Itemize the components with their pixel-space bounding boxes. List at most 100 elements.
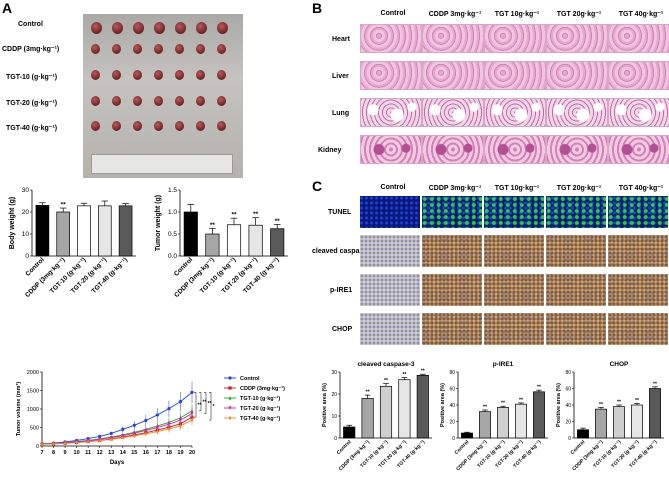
ihc-column-label: CDDP 3mg·kg⁻¹ bbox=[428, 185, 482, 192]
he-column-label: TGT 10g·kg⁻¹ bbox=[494, 11, 540, 18]
tumor-specimen bbox=[154, 121, 163, 131]
significance-label: ** bbox=[635, 398, 639, 404]
data-point bbox=[190, 390, 194, 394]
series-line bbox=[41, 419, 193, 445]
tumor-specimen bbox=[91, 96, 100, 106]
he-row-label: Liver bbox=[332, 73, 349, 80]
tumor-photograph bbox=[83, 14, 243, 178]
data-point bbox=[167, 426, 171, 431]
data-point bbox=[228, 376, 232, 380]
data-point bbox=[167, 407, 171, 411]
series-line bbox=[41, 391, 193, 445]
he-image-tile bbox=[546, 135, 608, 164]
ihc-image-tile bbox=[422, 196, 482, 228]
tumor-specimen bbox=[133, 44, 142, 54]
tumor-specimen bbox=[112, 22, 123, 34]
tumor-specimen bbox=[196, 96, 205, 106]
tumor-specimen bbox=[154, 44, 163, 54]
data-point bbox=[75, 440, 79, 445]
significance-label: ** bbox=[253, 211, 259, 218]
significance-label: ** bbox=[653, 381, 657, 387]
tumor-specimen bbox=[133, 22, 144, 34]
y-tick-label: 10 bbox=[22, 231, 30, 238]
bar bbox=[379, 385, 393, 439]
he-image-tile bbox=[608, 98, 669, 127]
significance-label: * bbox=[213, 404, 215, 410]
bar bbox=[118, 205, 133, 257]
ihc-row-label: p-IRE1 bbox=[330, 287, 353, 294]
ihc-image-tile bbox=[608, 235, 668, 267]
tumor-specimen bbox=[175, 44, 184, 54]
x-tick-label: 15 bbox=[131, 450, 137, 456]
he-image-tile bbox=[360, 135, 422, 164]
ihc-image-tile bbox=[360, 313, 420, 345]
bar bbox=[398, 379, 411, 439]
significance-label: ** bbox=[231, 212, 237, 219]
y-tick-label: 60 bbox=[565, 387, 571, 393]
x-tick-label: 18 bbox=[166, 450, 172, 456]
bar bbox=[343, 426, 356, 439]
ihc-image-tile bbox=[360, 235, 420, 267]
x-tick-label: 17 bbox=[154, 450, 160, 456]
significance-bracket bbox=[204, 392, 207, 414]
tumor-row-label: TGT-10 (g·kg⁻¹) bbox=[6, 74, 58, 81]
bar bbox=[226, 224, 242, 257]
x-tick-label: Control bbox=[336, 439, 353, 456]
data-point bbox=[178, 418, 183, 423]
significance-bracket bbox=[209, 392, 212, 421]
bar bbox=[270, 228, 285, 257]
data-point bbox=[121, 427, 125, 431]
ihc-stain-grid: Control CDDP 3mg·kg⁻¹ TGT 10g·kg⁻¹ TGT 20g·… bbox=[312, 182, 669, 345]
panel-label-c: C bbox=[312, 178, 323, 194]
x-tick-label: 9 bbox=[64, 450, 67, 456]
data-point bbox=[178, 400, 183, 404]
x-tick-label: 20 bbox=[189, 450, 195, 456]
bar bbox=[205, 233, 220, 257]
bar bbox=[35, 205, 50, 257]
legend-label: TGT-40 (g·kg⁻¹) bbox=[240, 415, 280, 422]
pire1-chart: p-IRE1 0 20 40 60 80 Positive area (%) Control *… bbox=[440, 361, 548, 472]
y-tick-label: 0 bbox=[36, 444, 39, 450]
ihc-image-tile bbox=[546, 196, 606, 228]
panel-label-a: A bbox=[2, 0, 13, 16]
bar bbox=[577, 429, 589, 439]
significance-label: ** bbox=[501, 401, 505, 407]
tumor-row-label: TGT-20 (g·kg⁻¹) bbox=[6, 100, 58, 107]
he-image-tile bbox=[484, 98, 546, 127]
y-tick-label: 1500 bbox=[27, 389, 39, 395]
tumor-specimen bbox=[154, 22, 165, 34]
x-tick-label: CDDP (3mg·kg⁻¹) bbox=[173, 256, 216, 299]
x-tick-label: 16 bbox=[143, 450, 149, 456]
y-tick-label: 0 bbox=[334, 436, 337, 442]
chart-title: CHOP bbox=[610, 361, 629, 368]
tumor-row-labels: Control CDDP (3mg·kg⁻¹) TGT-10 (g·kg⁻¹) … bbox=[0, 18, 82, 138]
y-tick-label: 0.0 bbox=[168, 253, 177, 260]
tumor-row-label: CDDP (3mg·kg⁻¹) bbox=[2, 46, 60, 53]
tumor-specimen bbox=[91, 44, 100, 54]
bar bbox=[595, 408, 607, 439]
significance-label: ** bbox=[402, 372, 406, 378]
x-tick-label: Control bbox=[570, 439, 587, 456]
ihc-image-tile bbox=[422, 235, 482, 267]
tumor-specimen bbox=[112, 96, 121, 106]
series-line bbox=[41, 413, 193, 445]
tumor-specimen bbox=[175, 121, 184, 131]
bar bbox=[461, 432, 473, 439]
bar bbox=[183, 211, 198, 257]
ihc-image-tile bbox=[608, 313, 668, 345]
he-image-tile bbox=[360, 61, 422, 90]
legend-label: Control bbox=[240, 376, 260, 382]
ihc-image-tile bbox=[608, 196, 668, 228]
data-point bbox=[109, 431, 113, 436]
tumor-specimen bbox=[154, 70, 163, 80]
ihc-image-tile bbox=[422, 274, 482, 306]
significance-label: ** bbox=[384, 378, 388, 384]
data-point bbox=[155, 425, 159, 430]
y-axis-label: Positive area (%) bbox=[322, 383, 328, 427]
chart-title: p-IRE1 bbox=[493, 361, 514, 368]
x-tick-label: 12 bbox=[97, 450, 103, 456]
data-point bbox=[167, 422, 171, 427]
significance-label: ** bbox=[61, 202, 67, 209]
